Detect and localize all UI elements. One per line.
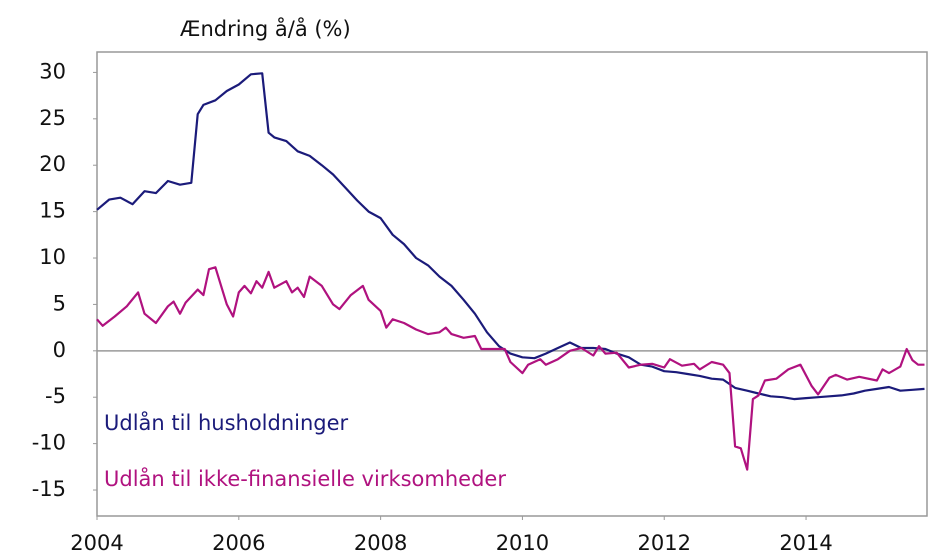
y-tick-label: -15 xyxy=(32,477,66,501)
y-tick-label: 0 xyxy=(53,338,66,362)
series-line xyxy=(96,72,925,401)
x-tick-label: 2004 xyxy=(70,531,123,555)
y-axis-label: Ændring å/å (%) xyxy=(180,16,351,41)
legend-label: Udlån til ikke-finansielle virksomheder xyxy=(104,466,506,491)
x-tick-label: 2010 xyxy=(496,531,549,555)
y-tick-label: 20 xyxy=(39,152,66,176)
x-tick-label: 2006 xyxy=(212,531,265,555)
plot-frame xyxy=(96,51,928,517)
y-tick-label: 10 xyxy=(39,245,66,269)
y-tick-label: -10 xyxy=(32,431,66,455)
x-tick-label: 2008 xyxy=(354,531,407,555)
y-tick-label: 30 xyxy=(39,59,66,83)
x-tick-label: 2014 xyxy=(779,531,832,555)
y-tick-label: -5 xyxy=(45,384,66,408)
y-tick-label: 25 xyxy=(39,106,66,130)
y-tick-label: 15 xyxy=(39,199,66,223)
y-tick-label: 5 xyxy=(53,291,66,315)
legend-label: Udlån til husholdninger xyxy=(104,410,349,435)
series-line xyxy=(96,266,925,471)
x-tick-label: 2012 xyxy=(638,531,691,555)
